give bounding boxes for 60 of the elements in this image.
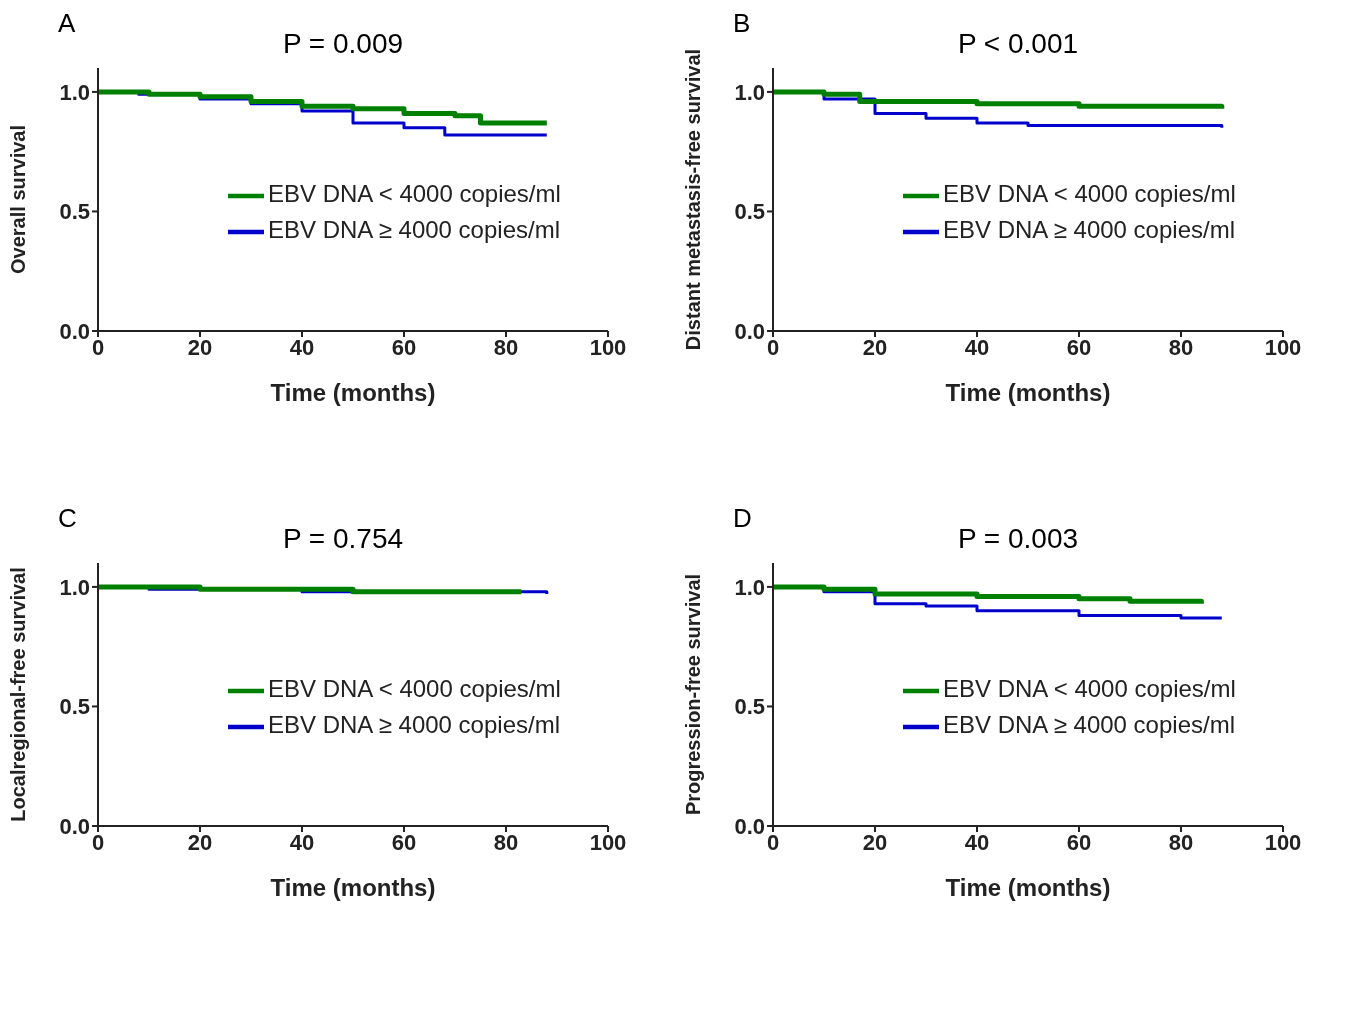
x-axis-title: Time (months) (270, 874, 436, 901)
chart-title: P < 0.001 (956, 28, 1080, 60)
x-tick-label: 20 (187, 829, 213, 855)
x-tick-label: 60 (391, 334, 417, 360)
y-tick-label: 0.0 (734, 813, 765, 839)
chart-title: P = 0.754 (281, 523, 405, 555)
y-tick-label: 0.0 (734, 318, 765, 344)
x-tick-label: 40 (289, 829, 315, 855)
x-tick-label: 100 (589, 829, 627, 855)
y-tick-label: 1.0 (59, 574, 90, 600)
x-tick-label: 80 (493, 829, 519, 855)
y-tick-label: 0.5 (734, 199, 765, 225)
legend-label: EBV DNA < 4000 copies/ml (268, 180, 561, 208)
x-tick-label: 80 (1168, 829, 1194, 855)
x-tick-label: 40 (289, 334, 315, 360)
x-tick-label: 100 (1264, 334, 1302, 360)
x-tick-label: 60 (391, 829, 417, 855)
text: A (58, 8, 76, 38)
x-tick-label: 60 (1066, 829, 1092, 855)
x-axis-title: Time (months) (270, 379, 436, 406)
text: D (733, 503, 752, 533)
legend-label: EBV DNA ≥ 4000 copies/ml (268, 216, 560, 244)
text: C (58, 503, 77, 533)
x-tick-label: 80 (493, 334, 519, 360)
y-tick-label: 1.0 (734, 574, 765, 600)
x-tick-label: 80 (1168, 334, 1194, 360)
y-tick-label: 1.0 (59, 79, 90, 105)
y-tick-label: 0.5 (59, 694, 90, 720)
y-axis-title: Distant metastasis-free survival (682, 48, 705, 351)
x-tick-label: 20 (862, 334, 888, 360)
y-tick-label: 0.5 (59, 199, 90, 225)
x-tick-label: 100 (589, 334, 627, 360)
y-tick-label: 0.0 (59, 318, 90, 344)
x-tick-label: 0 (766, 334, 780, 360)
x-tick-label: 60 (1066, 334, 1092, 360)
chart-title: P = 0.009 (281, 28, 405, 60)
y-tick-label: 1.0 (734, 79, 765, 105)
y-axis-title: Localregional-free survival (7, 567, 30, 822)
chart-title: P = 0.003 (956, 523, 1080, 555)
y-axis-title: Overall survival (7, 125, 30, 274)
y-axis-title: Progression-free survival (682, 573, 705, 816)
y-tick-label: 0.0 (59, 813, 90, 839)
text: B (733, 8, 751, 38)
legend-label: EBV DNA ≥ 4000 copies/ml (943, 711, 1235, 739)
x-tick-label: 0 (91, 334, 105, 360)
x-axis-title: Time (months) (945, 874, 1111, 901)
x-tick-label: 20 (862, 829, 888, 855)
legend-label: EBV DNA ≥ 4000 copies/ml (943, 216, 1235, 244)
x-tick-label: 0 (766, 829, 780, 855)
x-tick-label: 20 (187, 334, 213, 360)
legend-label: EBV DNA ≥ 4000 copies/ml (268, 711, 560, 739)
y-tick-label: 0.5 (734, 694, 765, 720)
x-tick-label: 40 (964, 829, 990, 855)
x-axis-title: Time (months) (945, 379, 1111, 406)
x-tick-label: 0 (91, 829, 105, 855)
legend-label: EBV DNA < 4000 copies/ml (943, 180, 1236, 208)
legend-label: EBV DNA < 4000 copies/ml (943, 675, 1236, 703)
x-tick-label: 40 (964, 334, 990, 360)
legend-label: EBV DNA < 4000 copies/ml (268, 675, 561, 703)
x-tick-label: 100 (1264, 829, 1302, 855)
